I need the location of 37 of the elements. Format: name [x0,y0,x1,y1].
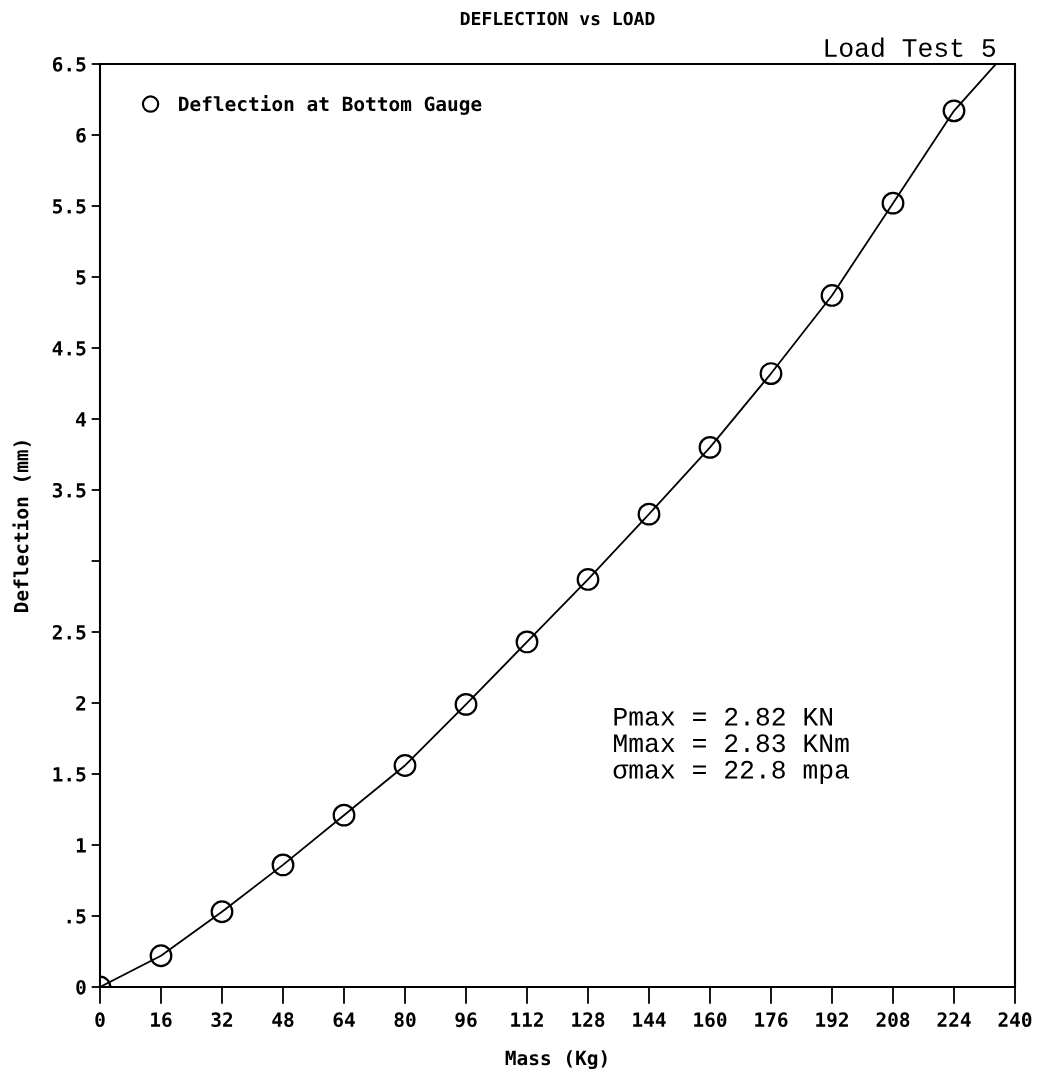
x-tick-label: 96 [455,1012,477,1028]
y-tick-label: 3.5 [52,482,86,498]
x-tick-label: 240 [998,1012,1032,1028]
x-tick-label: 192 [816,1012,848,1028]
y-tick-label: 1 [76,838,86,853]
annotation: Pmax = 2.82 KN [614,707,832,726]
x-tick-label: 208 [876,1012,910,1028]
y-tick-label: .5 [67,909,86,924]
y-tick-label: 5.5 [53,199,86,214]
y-tick-label: 2 [76,695,86,711]
y-tick-label: 0 [76,979,86,995]
y-tick-label: 6.5 [52,56,86,72]
y-tick-label: 2.5 [52,624,86,640]
y-tick-label: 6 [76,127,86,143]
x-tick-label: 64 [333,1012,355,1028]
x-tick-label: 16 [151,1012,172,1028]
y-tick-label: 4.5 [52,341,86,356]
text: Load Test 5 [825,37,996,58]
x-tick-label: 80 [394,1012,416,1028]
x-tick-label: 160 [694,1012,727,1028]
x-tick-label: 48 [272,1012,294,1028]
x-tick-label: 224 [937,1012,971,1027]
x-tick-label: 0 [95,1012,105,1028]
y-tick-label: 1.5 [53,767,86,782]
chart-title: DEFLECTION vs LOAD [460,11,655,26]
x-axis-title: Mass (Kg) [505,1050,607,1070]
y-tick-label: 4 [76,412,86,427]
x-tick-label: 128 [572,1012,605,1028]
x-tick-label: 32 [211,1012,233,1028]
y-axis-title: Deflection (mm) [12,441,31,612]
legend-label: Deflection at Bottom Gauge [179,95,482,115]
y-tick-label: 5 [76,270,86,285]
annotation: σmax = 22.8 mpa [613,760,850,784]
x-tick-label: 144 [633,1012,666,1027]
x-tick-label: 176 [755,1012,788,1028]
annotation: Mmax = 2.83 KNm [614,734,849,753]
x-tick-label: 112 [511,1012,543,1027]
